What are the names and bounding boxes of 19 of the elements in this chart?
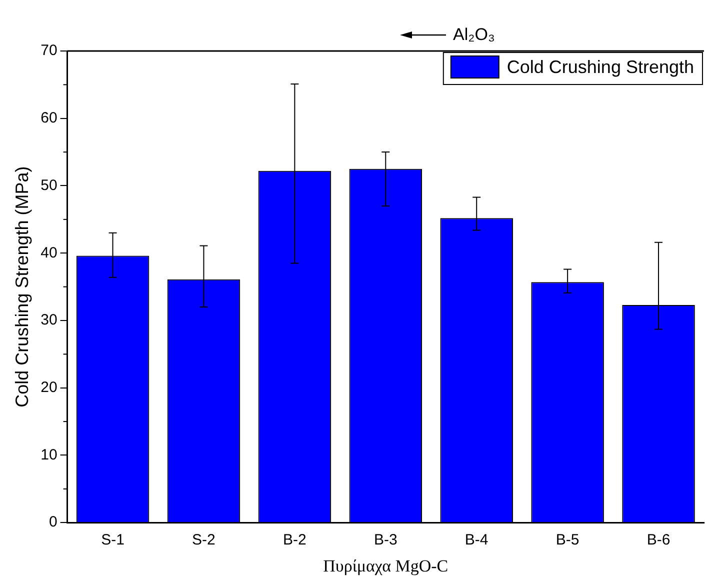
y-tick-label: 60	[40, 110, 58, 127]
y-tick-label: 50	[40, 176, 58, 194]
text: Al₂O₃	[453, 25, 495, 44]
y-tick-label: 70	[40, 42, 58, 60]
y-tick-label: 40	[40, 244, 58, 262]
y-axis-title: Cold Crushing Strength (MPa)	[12, 166, 32, 408]
y-tick-label: 20	[40, 379, 58, 396]
x-tick-label: S-1	[101, 532, 124, 549]
x-tick-label: B-3	[374, 532, 398, 549]
x-tick-label: B-2	[283, 532, 306, 549]
x-tick-label: B-6	[646, 532, 670, 549]
legend-label: Cold Crushing Strength	[506, 56, 694, 77]
y-tick-label: 0	[48, 514, 58, 531]
x-axis-title: Πυρίμαχα MgO-C	[323, 556, 448, 576]
y-tick-label: 10	[40, 446, 58, 464]
x-tick-label: B-5	[556, 532, 580, 549]
x-tick-label: S-2	[192, 532, 216, 549]
x-tick-label: B-4	[464, 532, 488, 549]
y-tick-label: 30	[40, 312, 58, 329]
